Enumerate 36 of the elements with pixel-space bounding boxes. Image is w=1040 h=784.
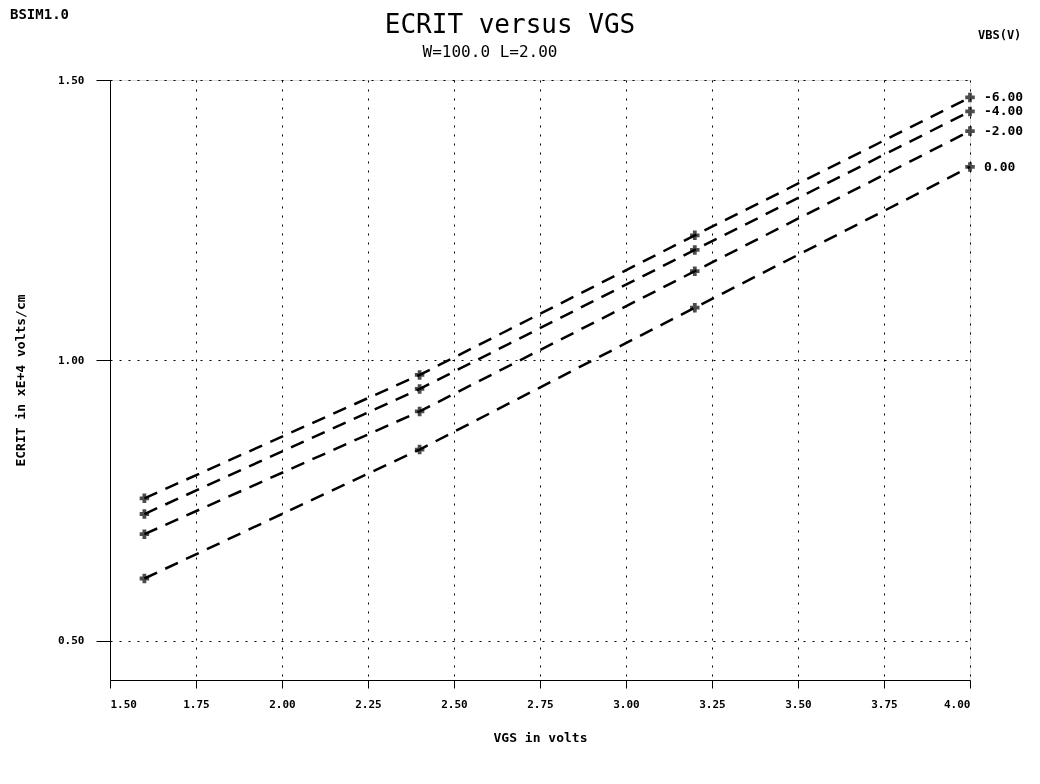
point [139, 529, 150, 539]
series-label: 0.00 [984, 158, 1016, 174]
point [690, 302, 700, 313]
series-label: -2.00 [984, 123, 1024, 139]
point [690, 245, 700, 255]
x-tick-label: 4.00 [944, 697, 971, 711]
series-label: -6.00 [984, 89, 1024, 105]
text: BSIM1.0 [10, 6, 70, 22]
point [965, 126, 975, 136]
x-tick-label: 1.50 [110, 697, 137, 711]
x-tick-label: 3.00 [613, 697, 640, 711]
point [414, 370, 425, 380]
legend-title: VBS(V) [978, 28, 1022, 42]
y-axis-title: ECRIT in xE+4 volts/cm [13, 294, 29, 467]
x-tick-label: 1.75 [183, 697, 210, 711]
x-tick-label: 2.50 [441, 697, 468, 711]
x-tick-label: 3.25 [699, 697, 726, 711]
x-tick-label: 3.50 [785, 697, 812, 711]
point [965, 162, 975, 172]
x-tick-label: 2.25 [355, 697, 382, 711]
x-axis-title: VGS in volts [493, 729, 588, 745]
y-tick-label: 0.50 [58, 634, 85, 648]
series-label: -4.00 [984, 103, 1024, 119]
point [690, 266, 700, 276]
point [414, 384, 425, 394]
x-tick-label: 3.75 [871, 697, 898, 711]
chart-subtitle: W=100.0 L=2.00 [422, 42, 558, 61]
chart-title: ECRIT versus VGS [384, 9, 636, 39]
x-tick-label: 2.75 [527, 697, 554, 711]
point [965, 92, 975, 103]
x-tick-label: 2.00 [269, 697, 296, 711]
y-tick-label: 1.00 [58, 353, 85, 367]
point [690, 230, 700, 241]
point [139, 509, 150, 519]
y-tick-label: 1.50 [58, 73, 85, 87]
point [965, 106, 975, 117]
